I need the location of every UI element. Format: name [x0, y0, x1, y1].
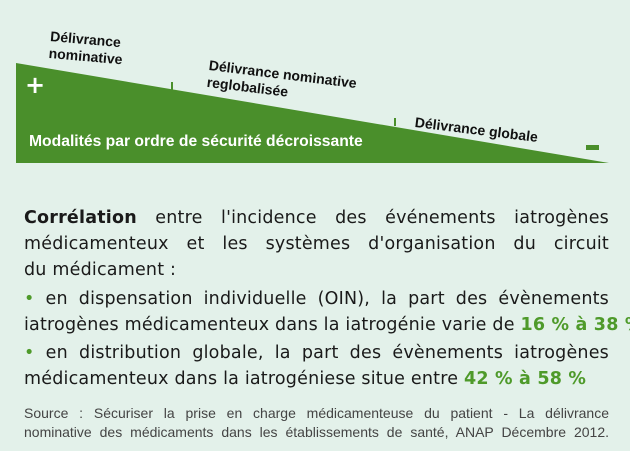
bullet-icon: • — [24, 289, 35, 309]
bullet-1-line: iatrogènes médicamenteux dans la iatrogé… — [24, 312, 630, 338]
minus-icon — [586, 145, 599, 150]
bullet-2-line: médicamenteux dans la iatrogéniese situe… — [24, 366, 609, 392]
bullet-2-value: 42 % à 58 % — [463, 369, 587, 389]
bullet-text: en distribution globale, la part des évè… — [34, 343, 609, 363]
intro-bold: Corrélation — [24, 208, 137, 228]
bullet-2-line: • en distribution globale, la part des é… — [24, 340, 609, 366]
wedge-caption: Modalités par ordre de sécurité décroiss… — [29, 133, 363, 150]
source-line: nominative des médicaments dans les étab… — [24, 424, 609, 440]
source-citation: Source : Sécuriser la prise en charge mé… — [24, 404, 609, 442]
intro-line: du médicament : — [24, 260, 177, 280]
bullet-1-line: • en dispensation individuelle (OIN), la… — [24, 286, 609, 312]
plus-icon: + — [25, 71, 46, 99]
wedge-shape — [16, 63, 609, 163]
bullet-text: en dispensation individuelle (OIN), la p… — [34, 289, 609, 309]
bullet-icon: • — [24, 343, 35, 363]
label-delivrance-nominative: Délivrance nominative — [48, 28, 125, 68]
source-line: Source : Sécuriser la prise en charge mé… — [24, 405, 609, 421]
intro-line: médicamenteux et les systèmes d'organisa… — [24, 234, 609, 254]
security-wedge — [16, 63, 609, 163]
correlation-text: Corrélation entre l'incidence des événem… — [24, 205, 630, 392]
bullet-text: médicamenteux dans la iatrogéniese situe… — [24, 369, 464, 389]
bullet-1-value: 16 % à 38 % — [520, 315, 630, 335]
bullet-text: iatrogènes médicamenteux dans la iatrogé… — [24, 315, 521, 335]
intro-text: entre l'incidence des événements iatrogè… — [136, 208, 609, 228]
intro-line: Corrélation entre l'incidence des événem… — [24, 205, 609, 231]
